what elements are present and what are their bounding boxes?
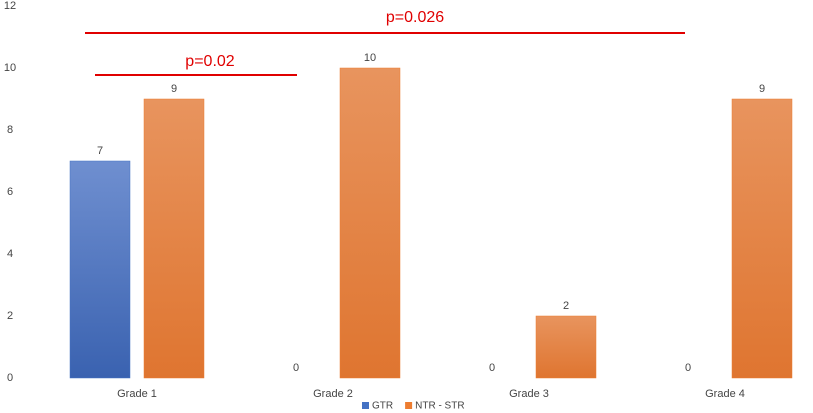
value-label: 7 — [97, 145, 103, 157]
value-label: 9 — [759, 83, 765, 95]
y-tick-label: 6 — [7, 186, 13, 198]
legend-label: GTR — [372, 401, 393, 412]
bar — [339, 67, 401, 379]
bar — [69, 160, 131, 379]
x-tick-label: Grade 3 — [509, 388, 549, 400]
y-tick-label: 12 — [4, 0, 16, 12]
value-label: 0 — [685, 362, 691, 374]
y-tick-label: 10 — [4, 62, 16, 74]
y-tick-label: 4 — [7, 248, 13, 260]
annotation: p=0.02 — [185, 53, 234, 70]
bar — [535, 315, 597, 379]
y-tick-label: 2 — [7, 310, 13, 322]
y-tick-label: 0 — [7, 372, 13, 384]
value-label: 0 — [489, 362, 495, 374]
value-label: 9 — [171, 83, 177, 95]
bar — [731, 98, 793, 379]
annotation: p=0.026 — [386, 9, 444, 26]
x-tick-label: Grade 1 — [117, 388, 157, 400]
y-tick-label: 8 — [7, 124, 13, 136]
legend-swatch — [362, 402, 369, 409]
bar — [143, 98, 205, 379]
legend-swatch — [405, 402, 413, 409]
legend-label: NTR - STR — [415, 401, 464, 412]
x-tick-label: Grade 2 — [313, 388, 353, 400]
value-label: 0 — [293, 362, 299, 374]
value-label: 10 — [364, 52, 376, 64]
value-label: 2 — [563, 300, 569, 312]
x-tick-label: Grade 4 — [705, 388, 745, 400]
